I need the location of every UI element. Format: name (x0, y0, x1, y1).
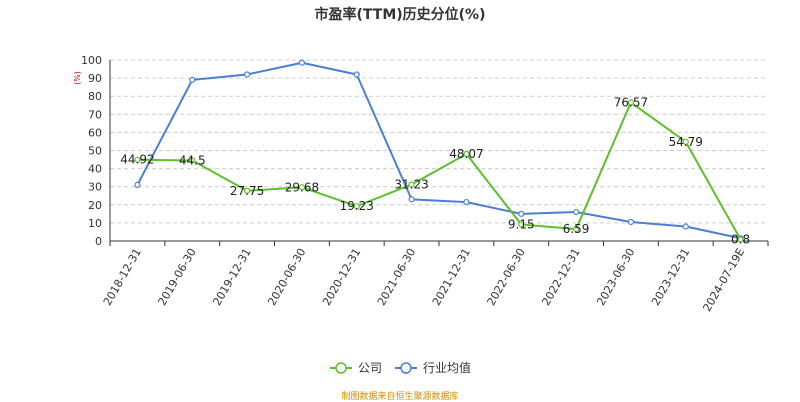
data-point-1 (189, 76, 196, 84)
data-point-1 (408, 196, 415, 203)
data-source-note: 制图数据来自恒生聚源数据库 (341, 392, 459, 402)
data-point-1 (298, 59, 306, 66)
x-tick-label: 2020-12-31 (320, 246, 363, 308)
y-tick-label: 30 (88, 181, 102, 194)
data-label: 54.79 (669, 135, 703, 149)
y-tick-label: 40 (88, 163, 102, 176)
x-tick-label: 2019-06-30 (156, 246, 199, 308)
data-point-0 (243, 187, 251, 194)
series-line-1 (136, 61, 741, 240)
y-tick-label: 70 (88, 108, 102, 121)
data-label: 31.23 (394, 177, 428, 191)
data-point-1 (463, 198, 470, 206)
data-point-0 (518, 221, 525, 228)
data-point-0 (408, 181, 415, 188)
data-point-0 (134, 156, 141, 163)
x-tick-label: 2024-07-19E (700, 246, 747, 314)
data-point-0 (572, 225, 580, 233)
x-tick-label: 2020-06-30 (265, 246, 308, 308)
y-tick-label: 50 (88, 145, 102, 158)
data-label: 19.23 (340, 199, 374, 213)
y-tick-label: 20 (88, 199, 102, 212)
data-point-1 (572, 208, 580, 216)
data-point-0 (298, 184, 306, 191)
chart-title: 市盈率(TTM)历史分位(%) (314, 7, 486, 23)
data-label: 48.07 (449, 147, 483, 161)
legend-swatch-marker (400, 362, 412, 374)
data-point-0 (627, 99, 635, 106)
legend-label: 公司 (358, 361, 382, 375)
y-tick-label: 60 (88, 126, 102, 139)
x-tick-label: 2018-12-31 (101, 246, 144, 308)
x-tick-label: 2019-12-31 (210, 246, 253, 308)
y-tick-label: 0 (95, 235, 102, 248)
legend-swatch-marker (335, 362, 347, 374)
data-label: 0.8 (731, 233, 750, 247)
data-point-0 (353, 203, 360, 210)
data-point-1 (243, 71, 251, 78)
x-tick-label: 2022-06-30 (485, 246, 528, 308)
data-label: 44.5 (179, 153, 206, 167)
data-label: 6.59 (563, 222, 590, 236)
data-point-1 (627, 218, 635, 226)
data-point-1 (682, 223, 689, 230)
data-point-0 (737, 236, 744, 243)
x-tick-label: 2021-12-31 (430, 246, 473, 308)
legend-label: 行业均值 (423, 360, 471, 375)
y-tick-label: 10 (88, 217, 102, 230)
x-tick-label: 2023-12-31 (649, 246, 692, 308)
series-line-0 (137, 101, 742, 241)
y-axis-unit-label: (%) (73, 71, 82, 85)
x-tick-label: 2022-12-31 (539, 246, 582, 308)
data-point-1 (518, 210, 525, 217)
data-label: 29.68 (285, 180, 319, 194)
data-point-1 (353, 71, 360, 78)
data-point-0 (463, 150, 470, 158)
data-label: 9.15 (508, 217, 535, 231)
y-tick-label: 80 (88, 90, 102, 103)
x-tick-label: 2023-06-30 (594, 246, 637, 308)
data-point-0 (682, 138, 689, 145)
data-label: 76.57 (614, 95, 648, 109)
y-tick-label: 100 (81, 54, 102, 67)
data-point-1 (134, 181, 141, 188)
data-point-0 (189, 157, 196, 164)
data-label: 44.92 (120, 153, 154, 167)
data-label: 27.75 (230, 184, 264, 198)
x-tick-label: 2021-06-30 (375, 246, 418, 308)
y-tick-label: 90 (88, 72, 102, 85)
